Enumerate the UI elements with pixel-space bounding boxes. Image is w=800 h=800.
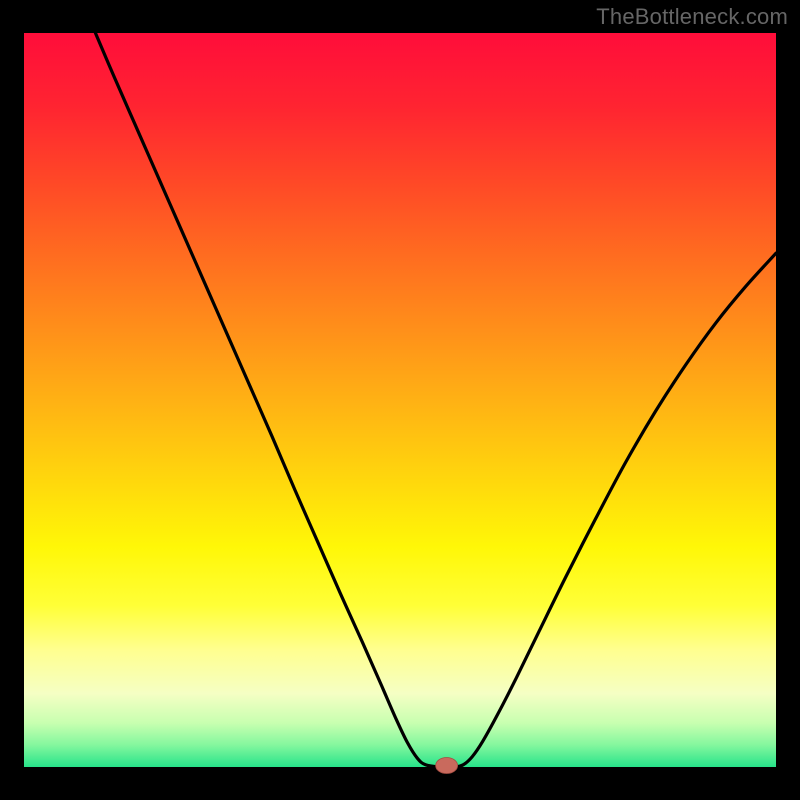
minimum-marker: [436, 758, 458, 774]
watermark-text: TheBottleneck.com: [596, 4, 788, 30]
bottleneck-chart: [0, 0, 800, 800]
chart-container: TheBottleneck.com: [0, 0, 800, 800]
